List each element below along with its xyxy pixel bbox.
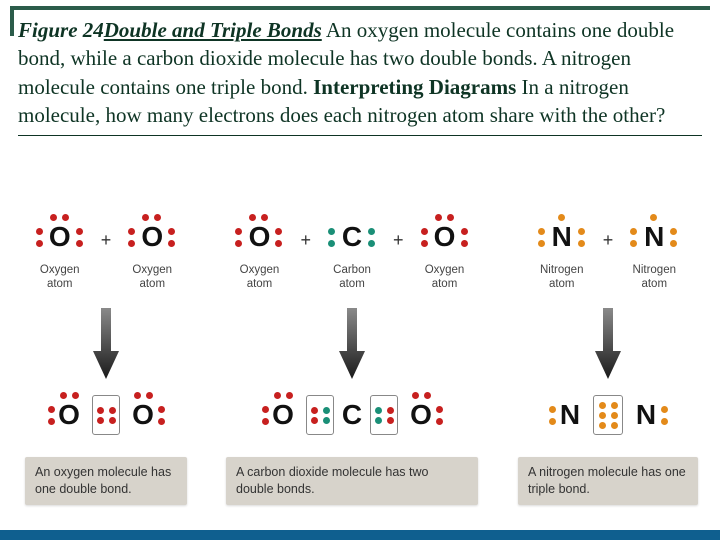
diagram-area: O Oxygenatom + O xyxy=(0,212,720,540)
triple-bond-icon xyxy=(593,395,623,435)
double-bond-icon xyxy=(370,395,398,435)
n2-reactants: N Nitrogenatom + N xyxy=(527,212,690,302)
oxygen-letter: O xyxy=(49,221,71,253)
reaction-arrow-icon xyxy=(593,306,623,381)
panel-oxygen: O Oxygenatom + O xyxy=(16,212,196,540)
carbon-atom-label: Carbonatom xyxy=(333,264,371,292)
header-top-rule xyxy=(10,6,710,11)
figure-caption: Figure 24Double and Triple Bonds An oxyg… xyxy=(18,16,702,136)
nitrogen-atom-left: N Nitrogenatom xyxy=(527,212,597,292)
co2-caption: A carbon dioxide molecule has two double… xyxy=(226,457,478,505)
figure-title: Double and Triple Bonds xyxy=(104,18,322,42)
double-bond-icon xyxy=(306,395,334,435)
oxygen-atom: O Oxygenatom xyxy=(224,212,294,292)
carbon-atom: C Carbonatom xyxy=(317,212,387,292)
oxygen-atom-left: O Oxygenatom xyxy=(25,212,95,292)
panel-co2: O Oxygenatom + C xyxy=(212,212,492,540)
o2-reactants: O Oxygenatom + O xyxy=(25,212,188,302)
nitrogen-letter: N xyxy=(552,221,572,253)
carbon-letter: C xyxy=(342,221,362,253)
reaction-arrow-icon xyxy=(91,306,121,381)
figure-label: Figure 24 xyxy=(18,18,104,42)
nitrogen-atom-label: Nitrogenatom xyxy=(540,264,583,292)
plus-sign: + xyxy=(101,230,112,251)
nitrogen-atom-right: N Nitrogenatom xyxy=(619,212,689,292)
n2-caption: A nitrogen molecule has one triple bond. xyxy=(518,457,698,505)
co2-molecule: O C O xyxy=(260,387,444,443)
o2-molecule: O O xyxy=(46,387,166,443)
header-left-rule xyxy=(10,6,14,36)
bottom-stripe xyxy=(0,530,720,540)
n2-molecule: N N xyxy=(547,387,669,443)
interpret-label: Interpreting Diagrams xyxy=(313,75,516,99)
reaction-arrow-icon xyxy=(337,306,367,381)
co2-reactants: O Oxygenatom + C xyxy=(224,212,479,302)
oxygen-atom-right: O Oxygenatom xyxy=(117,212,187,292)
panel-nitrogen: N Nitrogenatom + N xyxy=(508,212,708,540)
oxygen-atom-label: Oxygenatom xyxy=(40,264,80,292)
o2-caption: An oxygen molecule has one double bond. xyxy=(25,457,187,505)
double-bond-icon xyxy=(92,395,120,435)
